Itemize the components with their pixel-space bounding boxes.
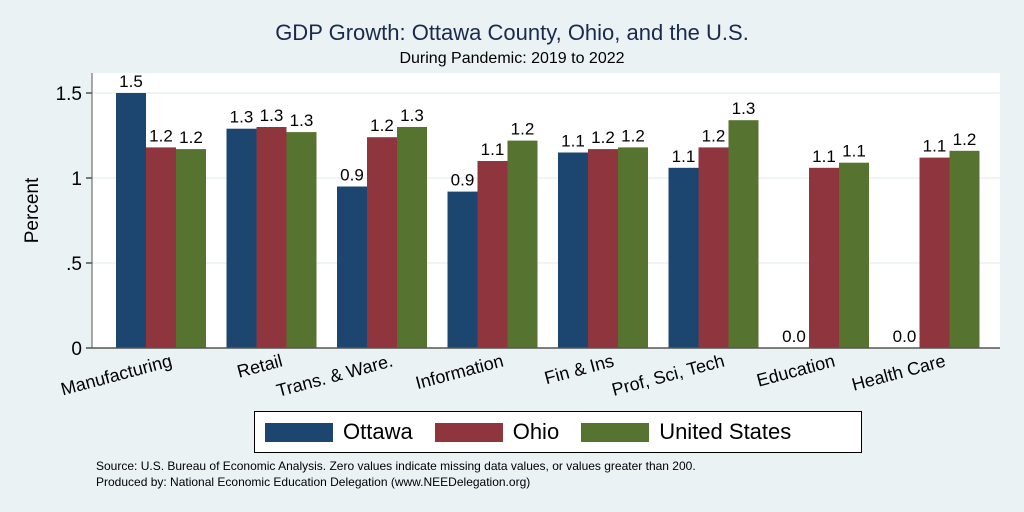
bar-united-states [728, 120, 759, 348]
data-label: 1.1 [923, 137, 947, 156]
y-tick-label: .5 [66, 254, 82, 275]
x-tick-label: Fin & Ins [542, 351, 616, 389]
bar-ottawa [558, 152, 588, 348]
bar-ohio [698, 147, 729, 348]
data-label: 0.0 [782, 327, 806, 346]
data-label: 1.2 [591, 128, 615, 147]
bar-ohio [588, 149, 618, 348]
legend-item-united-states: United States [581, 419, 791, 445]
bar-ohio [919, 157, 950, 348]
producer-note: Produced by: National Economic Education… [96, 475, 531, 489]
data-label: 1.2 [953, 130, 977, 149]
data-label: 1.5 [119, 72, 143, 91]
source-note: Source: U.S. Bureau of Economic Analysis… [96, 459, 696, 473]
data-label: 1.3 [230, 108, 254, 127]
x-tick-label: Prof, Sci, Tech [610, 351, 727, 400]
x-tick-label: Retail [235, 351, 285, 382]
legend-swatch-ohio [434, 422, 503, 442]
data-label: 0.0 [893, 327, 917, 346]
bar-ohio [256, 127, 287, 348]
data-label: 1.2 [370, 116, 394, 135]
bar-united-states [176, 149, 206, 348]
data-label: 1.3 [290, 111, 314, 130]
bar-ottawa [116, 93, 146, 348]
legend: Ottawa Ohio United States [254, 411, 862, 453]
chart-subtitle: During Pandemic: 2019 to 2022 [399, 50, 625, 67]
legend-swatch-ottawa [265, 422, 333, 442]
legend-label-united-states: United States [659, 419, 792, 444]
bar-united-states [397, 127, 427, 348]
bar-ottawa [226, 128, 257, 348]
bar-ohio [477, 161, 508, 348]
bar-ohio [146, 147, 176, 348]
bar-united-states [507, 140, 538, 348]
x-tick-label: Trans. & Ware. [274, 351, 395, 401]
data-label: 1.1 [842, 142, 866, 161]
data-label: 1.2 [702, 126, 726, 145]
bar-united-states [286, 132, 317, 348]
data-label: 0.9 [451, 171, 475, 190]
x-tick-label: Education [755, 351, 838, 391]
data-label: 1.3 [732, 99, 756, 118]
bar-united-states [839, 162, 869, 348]
bar-united-states [949, 150, 980, 348]
chart-title: GDP Growth: Ottawa County, Ohio, and the… [275, 20, 749, 45]
data-label: 0.9 [340, 166, 364, 185]
y-tick-label: 1.5 [56, 84, 82, 105]
x-tick-label: Health Care [850, 351, 948, 395]
x-tick-label: Information [413, 351, 505, 394]
data-label: 1.2 [149, 126, 173, 145]
bar-ohio [367, 137, 397, 348]
bar-ohio [809, 167, 839, 348]
bar-ottawa [337, 186, 367, 348]
data-label: 1.3 [260, 106, 284, 125]
data-label: 1.1 [672, 147, 696, 166]
y-tick-label: 1 [71, 169, 82, 190]
data-label: 1.1 [481, 140, 505, 159]
data-label: 1.2 [179, 128, 203, 147]
data-label: 1.2 [511, 120, 535, 139]
legend-label-ottawa: Ottawa [343, 419, 413, 444]
bar-ottawa [668, 167, 699, 348]
data-label: 1.1 [812, 147, 836, 166]
legend-label-ohio: Ohio [512, 419, 560, 444]
y-axis-label: Percent [22, 177, 43, 243]
data-label: 1.1 [561, 132, 585, 151]
bar-ottawa [447, 191, 478, 348]
legend-item-ohio: Ohio [434, 419, 560, 445]
data-label: 1.3 [400, 106, 424, 125]
legend-item-ottawa: Ottawa [265, 419, 413, 445]
data-label: 1.2 [621, 126, 645, 145]
legend-swatch-united-states [581, 422, 650, 442]
y-tick-label: 0 [71, 339, 82, 360]
bar-united-states [618, 147, 648, 348]
